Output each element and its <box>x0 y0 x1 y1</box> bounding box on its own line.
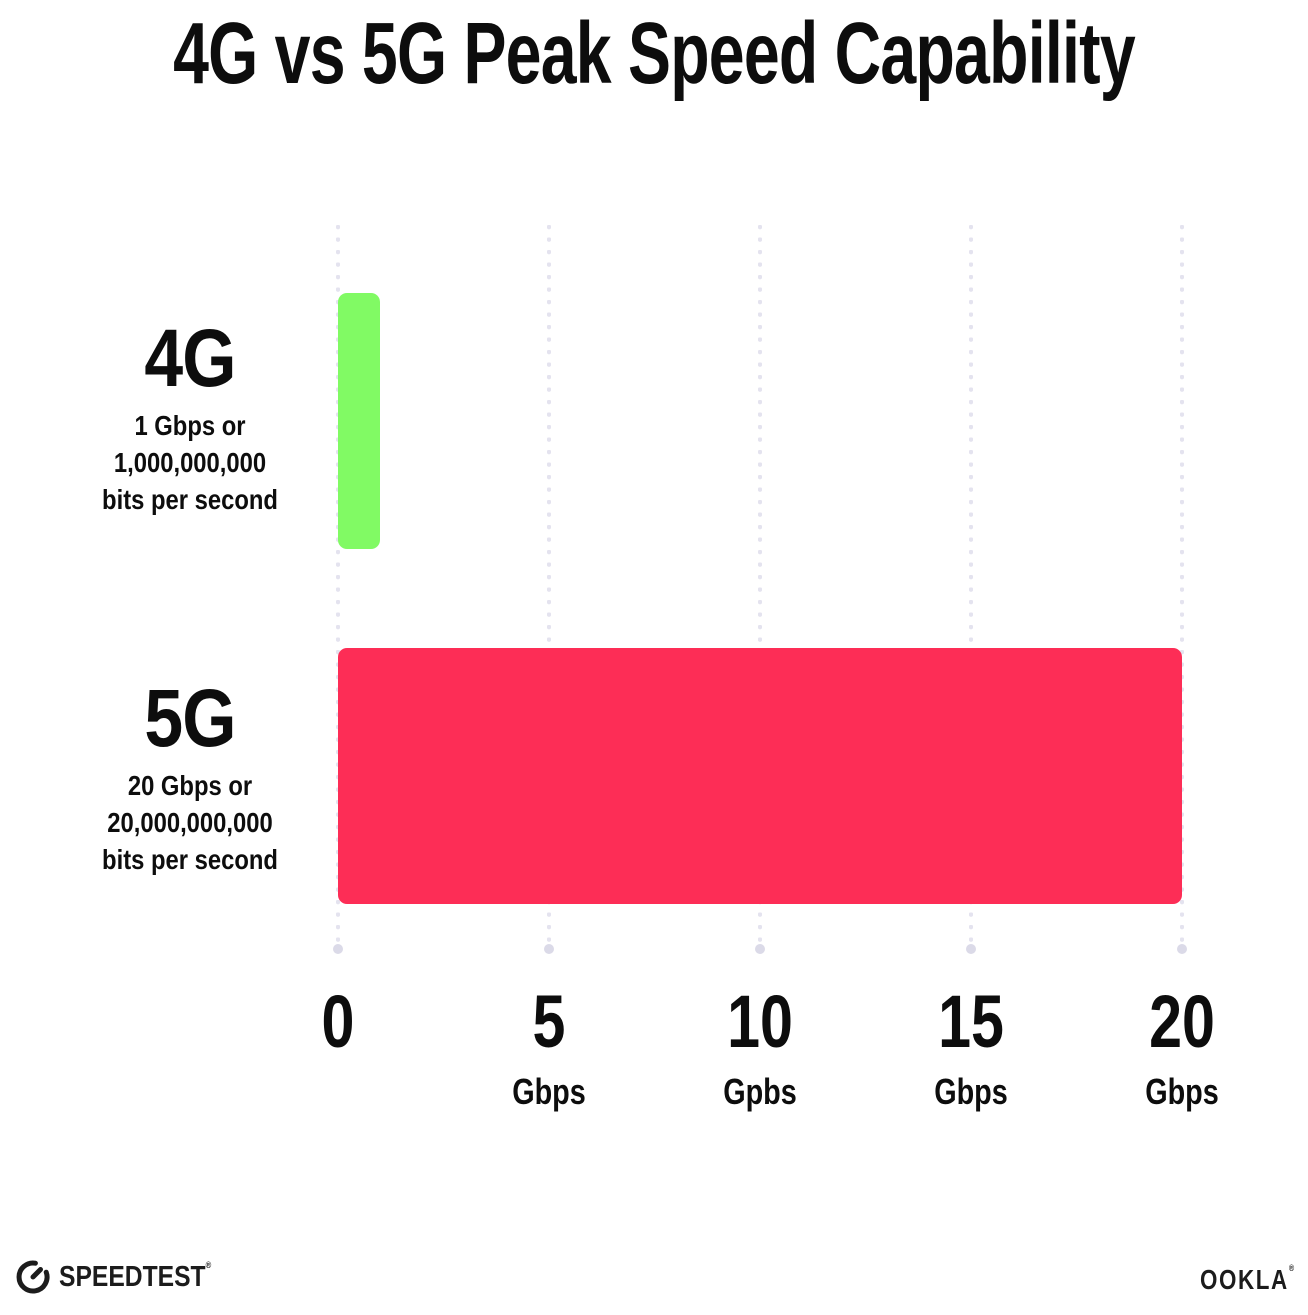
x-tick-10-value: 10 <box>727 980 793 1063</box>
x-tick-20-unit: Gbps <box>1145 1071 1219 1112</box>
row-label-5g: 5G 20 Gbps or 20,000,000,000 bits per se… <box>54 678 326 878</box>
row-label-4g-subline-3: bits per second <box>102 484 278 515</box>
speedtest-wordmark: SPEEDTEST® <box>59 1259 212 1293</box>
ookla-logo: OOKLA® <box>1176 1262 1296 1298</box>
row-label-4g-subline-1: 1 Gbps or <box>134 410 246 441</box>
row-label-4g-subline-2: 1,000,000,000 <box>113 447 267 478</box>
x-tick-5-value: 5 <box>532 980 566 1063</box>
x-axis: 0 5 Gbps 10 Gpbs 15 Gbps 20 Gbps <box>322 985 1219 1110</box>
bar-5g <box>338 648 1182 904</box>
row-label-4g: 4G 1 Gbps or 1,000,000,000 bits per seco… <box>54 318 326 518</box>
row-label-5g-subline-3: bits per second <box>102 844 278 875</box>
gridline-15 <box>966 225 976 954</box>
gridline-5 <box>544 225 554 954</box>
row-label-5g-subline-1: 20 Gbps or <box>127 770 253 801</box>
row-label-5g-title: 5G <box>144 673 236 764</box>
x-tick-20-value: 20 <box>1149 980 1215 1063</box>
row-label-4g-sublabel: 1 Gbps or 1,000,000,000 bits per second <box>54 407 326 518</box>
row-label-5g-sublabel: 20 Gbps or 20,000,000,000 bits per secon… <box>54 767 326 878</box>
speedtest-trademark: ® <box>205 1259 212 1270</box>
plot-area <box>333 225 1187 955</box>
x-tick-5: 5 Gbps <box>453 985 645 1110</box>
row-label-4g-title: 4G <box>144 313 236 404</box>
bar-4g <box>338 293 381 549</box>
x-tick-10: 10 Gpbs <box>664 985 856 1110</box>
speedometer-gauge-icon <box>16 1260 50 1294</box>
x-tick-0-value: 0 <box>321 980 355 1063</box>
ookla-trademark: ® <box>1289 1263 1296 1273</box>
x-tick-10-unit: Gpbs <box>723 1071 797 1112</box>
x-tick-0: 0 <box>242 985 434 1074</box>
speedtest-logo: SPEEDTEST® <box>14 1256 238 1298</box>
gridline-0 <box>333 225 343 954</box>
gridline-20 <box>1177 225 1187 954</box>
x-tick-15-value: 15 <box>938 980 1004 1063</box>
row-label-5g-subline-2: 20,000,000,000 <box>107 807 273 838</box>
x-tick-15: 15 Gbps <box>875 985 1067 1110</box>
x-tick-20: 20 Gbps <box>1086 985 1278 1110</box>
ookla-wordmark: OOKLA® <box>1200 1263 1296 1296</box>
gridline-10 <box>755 225 765 954</box>
x-tick-15-unit: Gbps <box>934 1071 1008 1112</box>
chart-title: 4G vs 5G Peak Speed Capability <box>173 5 1136 102</box>
x-tick-5-unit: Gbps <box>512 1071 586 1112</box>
